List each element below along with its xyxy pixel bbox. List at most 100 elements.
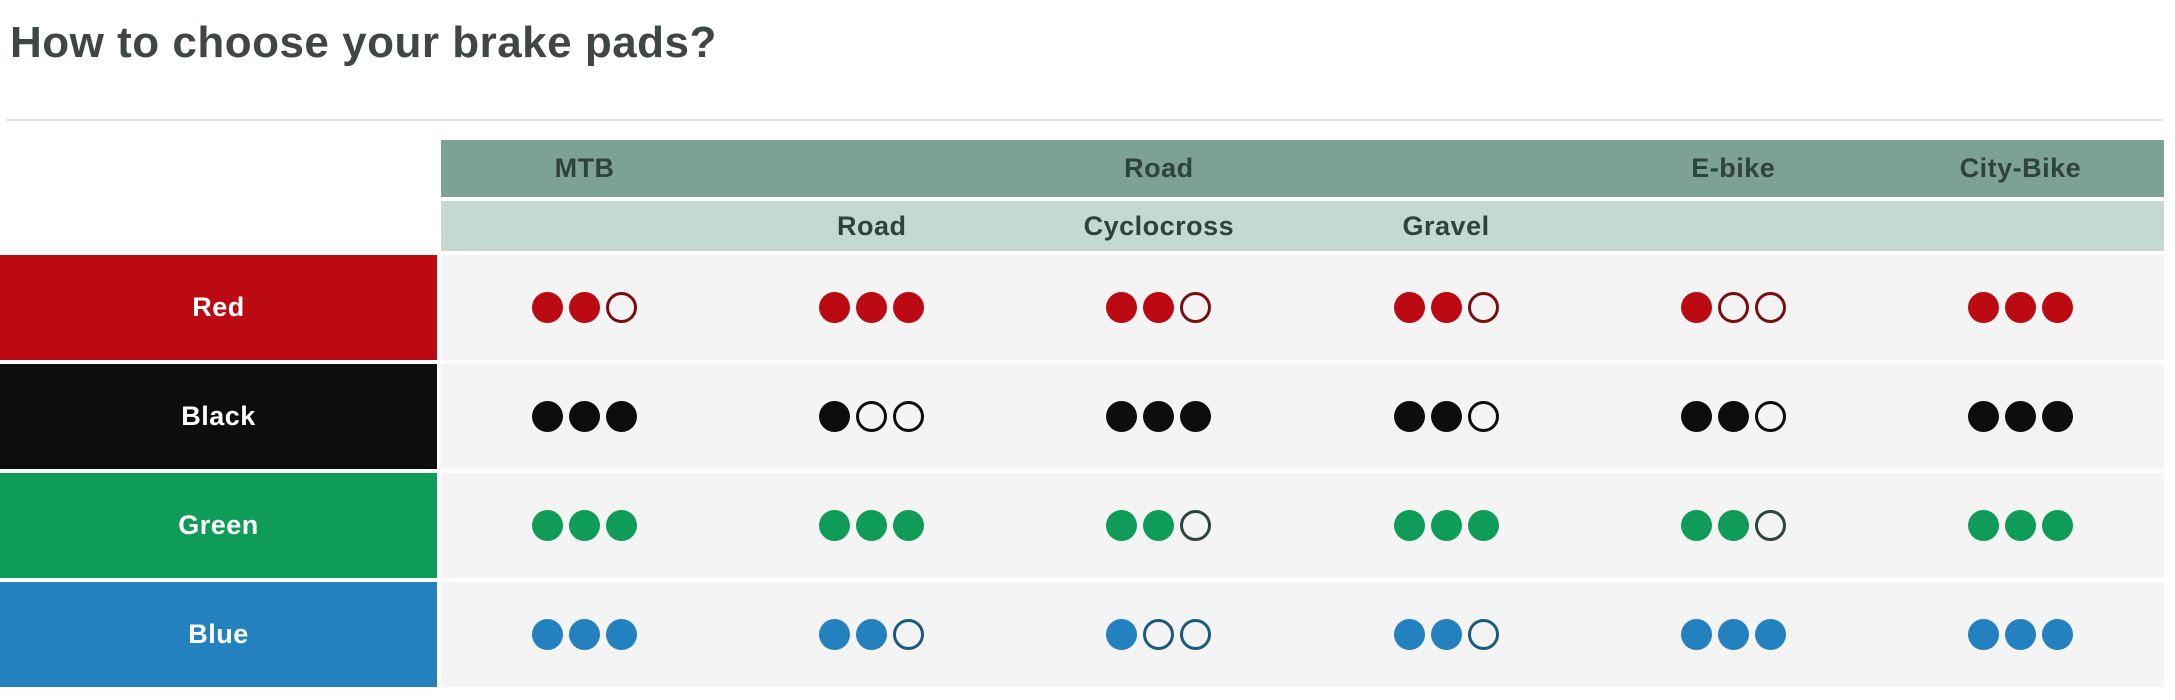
dot-filled-icon — [1143, 510, 1175, 541]
dot-filled-icon — [2041, 401, 2073, 432]
dot-filled-icon — [532, 401, 564, 432]
dot-filled-icon — [1393, 619, 1425, 650]
rating-dots — [819, 292, 925, 323]
dot-filled-icon — [569, 510, 601, 541]
dot-filled-icon — [1430, 619, 1462, 650]
dot-filled-icon — [1106, 401, 1138, 432]
column-group-e-bike: E-bike — [1691, 153, 1776, 183]
rating-dots — [1393, 510, 1499, 541]
rating-dots — [1393, 292, 1499, 323]
cell-blue-e-bike — [1590, 619, 1877, 650]
dot-hollow-icon — [1754, 292, 1786, 323]
row-label-blue: Blue — [0, 582, 437, 687]
header-sub-band: Road Cyclocross Gravel — [441, 201, 2164, 251]
row-label-green: Green — [0, 473, 437, 578]
cell-red-gravel — [1302, 292, 1589, 323]
dot-filled-icon — [2004, 510, 2036, 541]
dot-filled-icon — [1393, 401, 1425, 432]
dot-hollow-icon — [1467, 401, 1499, 432]
cell-blue-city-bike — [1877, 619, 2164, 650]
cell-green-e-bike — [1590, 510, 1877, 541]
dot-filled-icon — [1143, 292, 1175, 323]
dot-hollow-icon — [1754, 401, 1786, 432]
dot-filled-icon — [569, 401, 601, 432]
dot-filled-icon — [1106, 619, 1138, 650]
dot-filled-icon — [532, 510, 564, 541]
cell-black-city-bike — [1877, 401, 2164, 432]
dot-filled-icon — [1430, 401, 1462, 432]
dot-filled-icon — [819, 292, 851, 323]
cell-blue-gravel — [1302, 619, 1589, 650]
dot-filled-icon — [2041, 510, 2073, 541]
dot-filled-icon — [1430, 510, 1462, 541]
dot-hollow-icon — [1180, 619, 1212, 650]
rating-dots — [1967, 401, 2073, 432]
dot-filled-icon — [1180, 401, 1212, 432]
row-cells-green — [441, 473, 2164, 578]
cell-red-cyclocross — [1015, 292, 1302, 323]
cell-green-city-bike — [1877, 510, 2164, 541]
rating-dots — [532, 510, 638, 541]
dot-filled-icon — [1680, 619, 1712, 650]
row-label-black: Black — [0, 364, 437, 469]
dot-filled-icon — [2041, 292, 2073, 323]
dot-filled-icon — [1680, 292, 1712, 323]
dot-hollow-icon — [893, 619, 925, 650]
dot-filled-icon — [569, 292, 601, 323]
dot-filled-icon — [606, 510, 638, 541]
sub-column-gravel: Gravel — [1402, 210, 1490, 241]
dot-filled-icon — [856, 292, 888, 323]
dot-filled-icon — [2004, 619, 2036, 650]
dot-filled-icon — [1717, 619, 1749, 650]
rating-dots — [819, 510, 925, 541]
rating-dots — [1106, 292, 1212, 323]
column-group-city-bike: City-Bike — [1959, 153, 2082, 183]
dot-hollow-icon — [856, 401, 888, 432]
cell-black-e-bike — [1590, 401, 1877, 432]
dot-hollow-icon — [1180, 292, 1212, 323]
sub-column-cyclocross: Cyclocross — [1083, 210, 1235, 241]
dot-filled-icon — [1680, 510, 1712, 541]
dot-filled-icon — [1430, 292, 1462, 323]
cell-green-gravel — [1302, 510, 1589, 541]
rating-dots — [1393, 619, 1499, 650]
cell-green-mtb — [441, 510, 728, 541]
dot-filled-icon — [1106, 292, 1138, 323]
dot-filled-icon — [1106, 510, 1138, 541]
cell-black-road — [728, 401, 1015, 432]
rating-dots — [1106, 619, 1212, 650]
cell-blue-mtb — [441, 619, 728, 650]
rating-dots — [819, 619, 925, 650]
rating-dots — [1393, 401, 1499, 432]
dot-filled-icon — [1467, 510, 1499, 541]
cell-black-cyclocross — [1015, 401, 1302, 432]
dot-filled-icon — [532, 619, 564, 650]
rating-dots — [1967, 619, 2073, 650]
rating-dots — [1680, 619, 1786, 650]
header-top-band: MTB Road E-bike City-Bike — [441, 140, 2164, 197]
rating-dots — [1106, 401, 1212, 432]
cell-red-road — [728, 292, 1015, 323]
page-title: How to choose your brake pads? — [10, 18, 717, 67]
dot-filled-icon — [1967, 510, 1999, 541]
dot-filled-icon — [1143, 401, 1175, 432]
cell-blue-road — [728, 619, 1015, 650]
sub-column-road: Road — [836, 210, 907, 241]
dot-filled-icon — [893, 510, 925, 541]
dot-filled-icon — [1967, 292, 1999, 323]
rating-dots — [1967, 510, 2073, 541]
cell-green-cyclocross — [1015, 510, 1302, 541]
dot-filled-icon — [1717, 510, 1749, 541]
row-cells-black — [441, 364, 2164, 469]
dot-filled-icon — [1393, 292, 1425, 323]
dot-filled-icon — [1393, 510, 1425, 541]
cell-red-e-bike — [1590, 292, 1877, 323]
row-label-red: Red — [0, 255, 437, 360]
dot-hollow-icon — [606, 292, 638, 323]
dot-filled-icon — [893, 292, 925, 323]
dot-filled-icon — [2004, 292, 2036, 323]
dot-filled-icon — [1717, 401, 1749, 432]
rating-dots — [1680, 292, 1786, 323]
dot-filled-icon — [2004, 401, 2036, 432]
